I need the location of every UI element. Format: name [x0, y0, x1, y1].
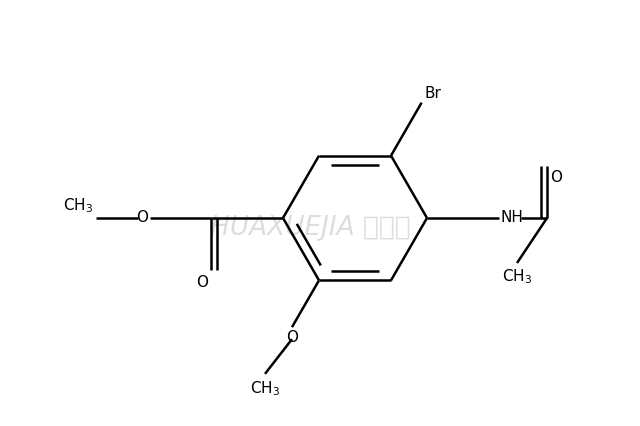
- Text: CH$_3$: CH$_3$: [502, 267, 532, 286]
- Text: Br: Br: [424, 86, 442, 101]
- Text: CH$_3$: CH$_3$: [63, 196, 93, 215]
- Text: HUAXUEJIA 化学加: HUAXUEJIA 化学加: [210, 215, 410, 241]
- Text: O: O: [136, 210, 148, 225]
- Text: O: O: [286, 330, 298, 345]
- Text: CH$_3$: CH$_3$: [250, 379, 280, 397]
- Text: O: O: [550, 170, 562, 185]
- Text: O: O: [196, 275, 208, 290]
- Text: NH: NH: [501, 210, 524, 225]
